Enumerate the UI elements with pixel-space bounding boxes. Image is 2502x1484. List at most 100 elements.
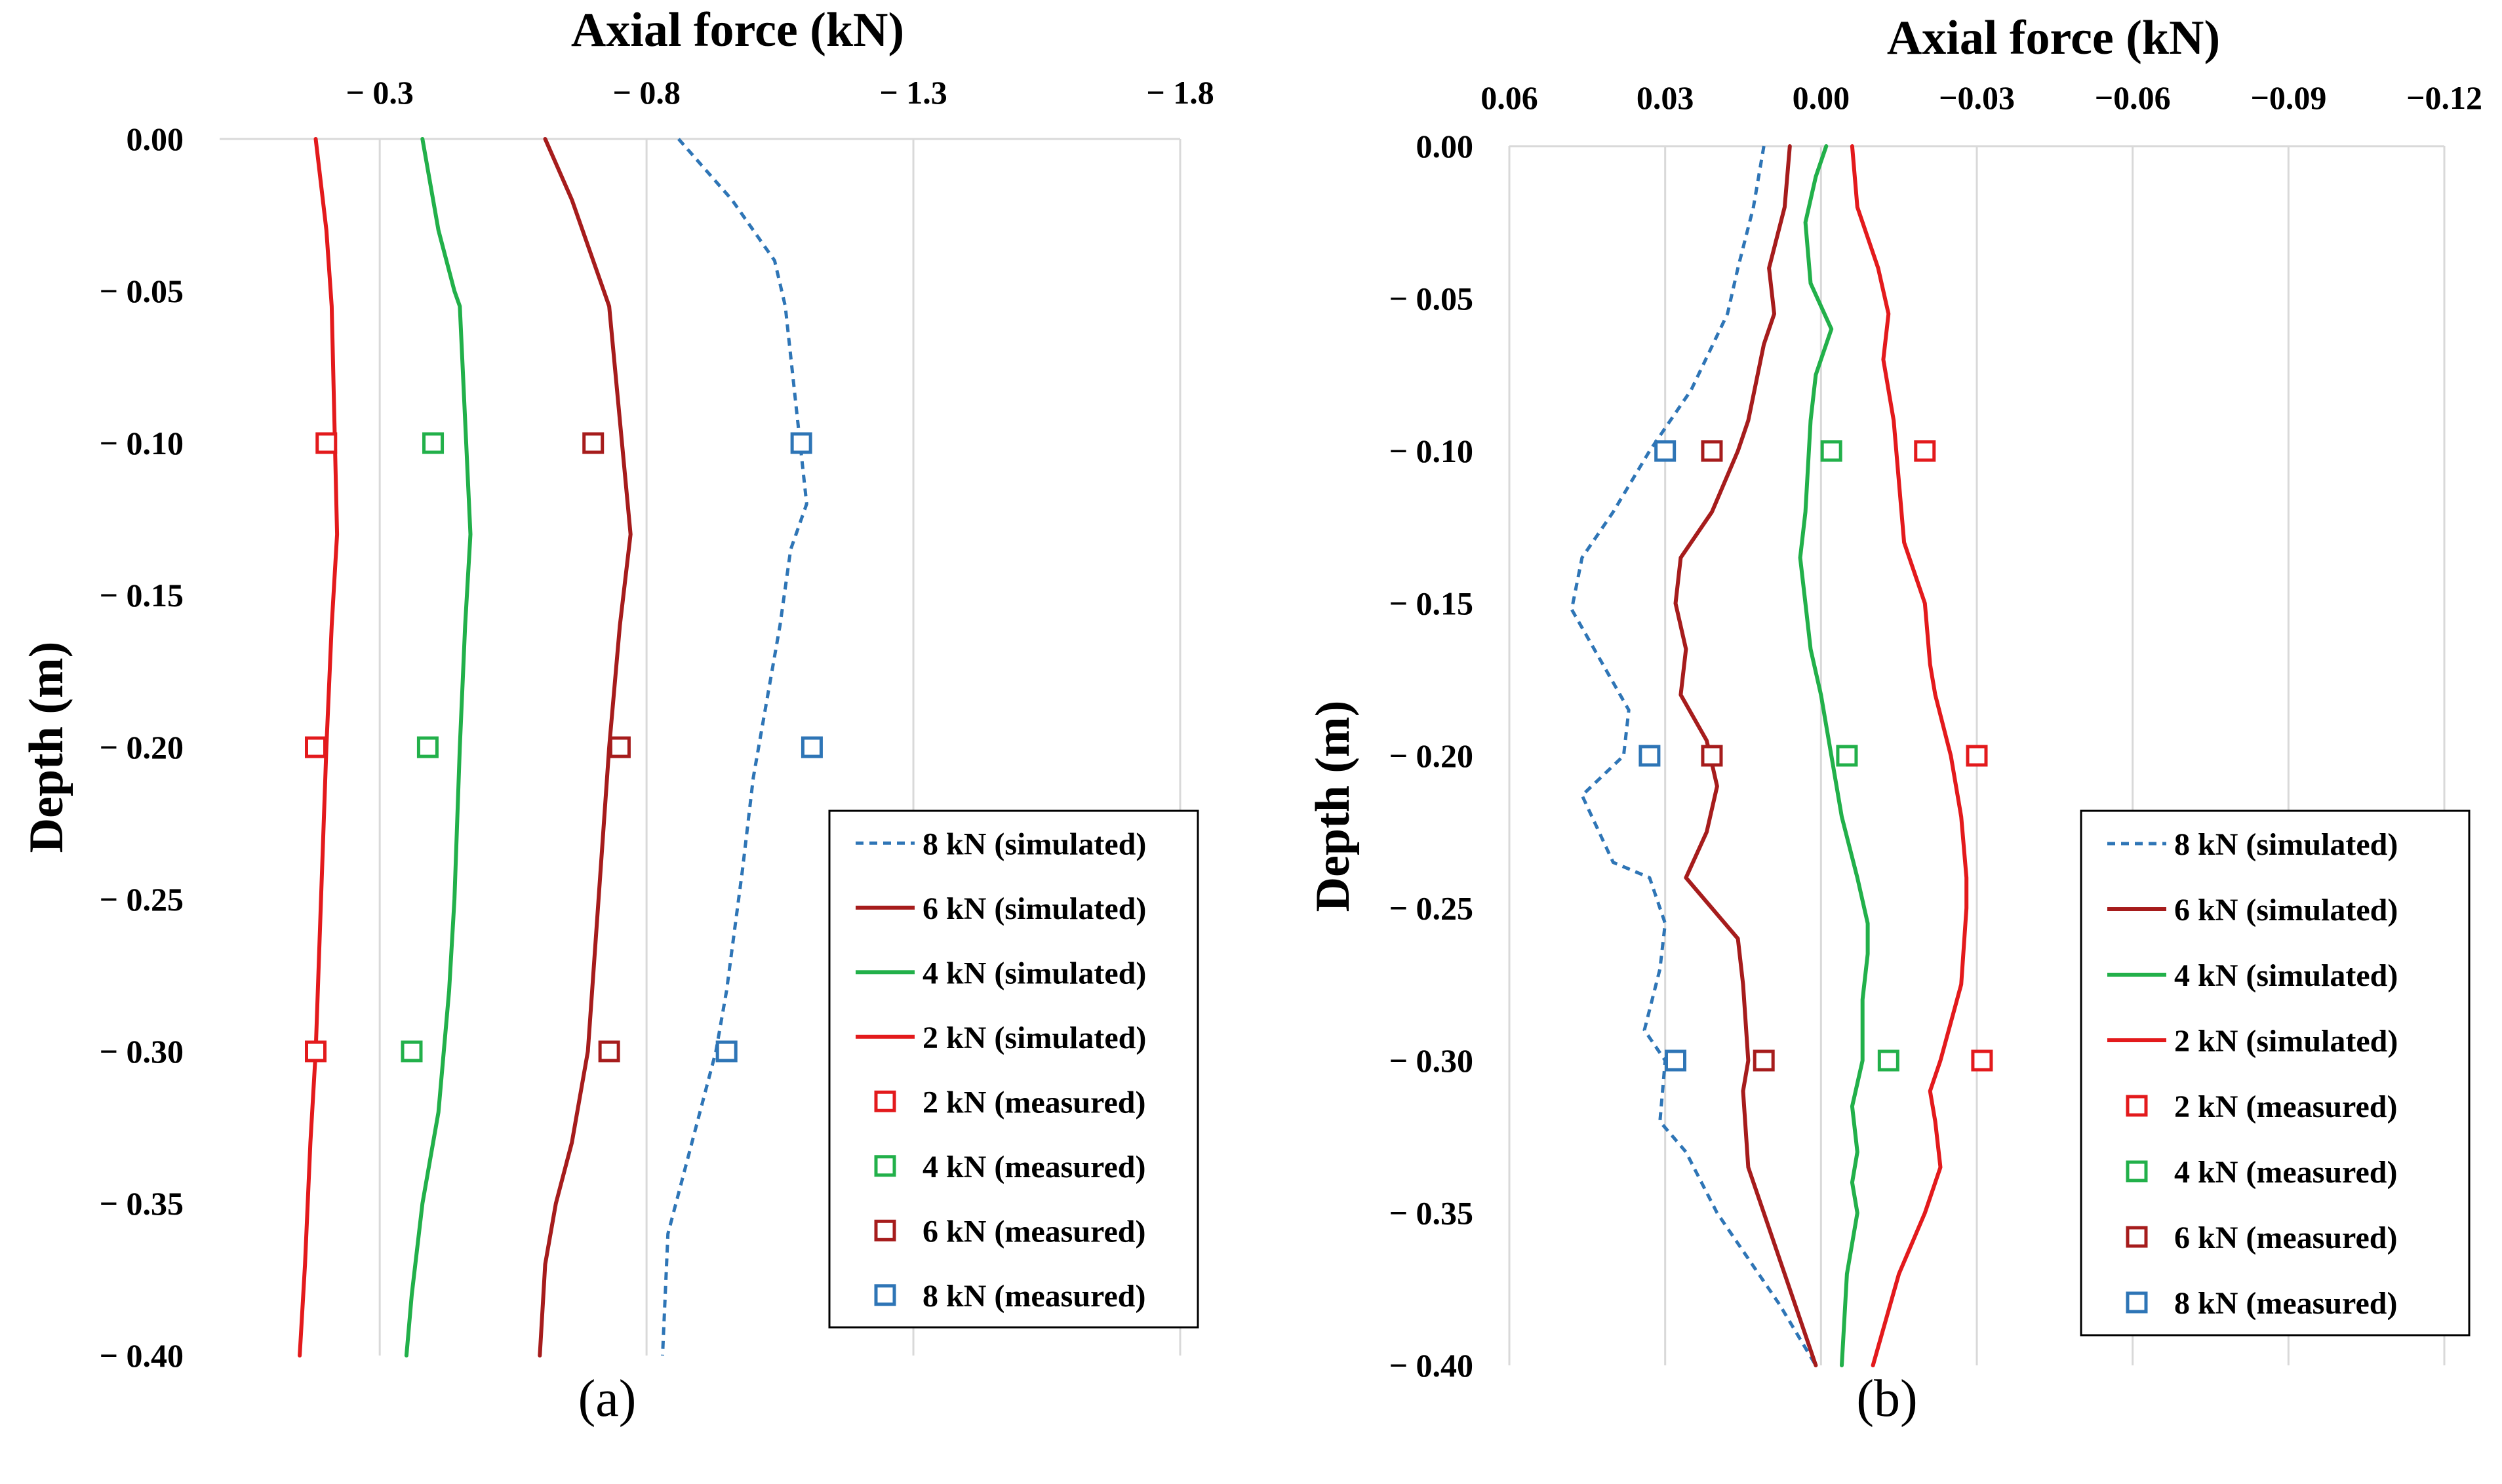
legend-label: 8 kN (simulated) [2174,827,2398,862]
measured-point [305,736,327,758]
measured-point [1753,1049,1775,1072]
panel-b-xticks: 0.06 0.03 0.00 −0.03 −0.06 −0.09 −0.12 [1480,79,2482,116]
legend-label: 6 kN (measured) [923,1214,1145,1249]
y-tick-label: − 0.35 [100,1185,184,1222]
panel-b-x-title: Axial force (kN) [1887,11,2220,65]
panel-b: 0.06 0.03 0.00 −0.03 −0.06 −0.09 −0.12 0.00 − 0… [1306,11,2482,1428]
measured-point [305,1040,327,1063]
legend-marker-swatch [874,1090,896,1112]
y-tick-label: − 0.25 [100,881,184,918]
measured-point [1966,745,1988,767]
measured-point [401,1040,423,1063]
y-tick-label: − 0.40 [100,1337,184,1374]
legend-label: 2 kN (measured) [2174,1089,2397,1124]
legend-label: 8 kN (simulated) [923,827,1146,861]
legend-label: 6 kN (simulated) [923,891,1146,926]
legend-marker-swatch [2126,1095,2148,1117]
legend-label: 4 kN (simulated) [2174,958,2398,993]
x-tick-label: 0.06 [1480,79,1538,116]
y-tick-label: − 0.25 [1389,890,1474,927]
y-tick-label: − 0.15 [1389,585,1474,622]
legend-label: 4 kN (measured) [2174,1155,2397,1190]
panel-a-label: (a) [578,1370,637,1428]
y-tick-label: 0.00 [127,121,184,157]
x-tick-label: − 1.8 [1146,74,1214,111]
y-tick-label: − 0.10 [100,425,184,461]
y-tick-label: − 0.30 [100,1033,184,1070]
legend-label: 6 kN (measured) [2174,1220,2397,1255]
measured-point [582,432,605,454]
panel-b-yticks: 0.00 − 0.05 − 0.10 − 0.15 − 0.20 − 0.25 − 0.30… [1389,128,1474,1384]
measured-point [315,432,338,454]
panel-a-yticks: 0.00 − 0.05 − 0.10 − 0.15 − 0.20 − 0.25 − 0.30… [100,121,184,1374]
legend-label: 2 kN (simulated) [2174,1024,2398,1059]
x-tick-label: −0.06 [2095,79,2171,116]
measured-point [715,1040,738,1063]
measured-point [1820,440,1842,462]
legend-label: 6 kN (simulated) [2174,893,2398,928]
x-tick-label: −0.09 [2250,79,2326,116]
panel-a-x-title: Axial force (kN) [571,3,904,57]
y-tick-label: − 0.05 [100,273,184,309]
measured-point [1701,745,1723,767]
legend-marker-swatch [874,1284,896,1306]
y-tick-label: − 0.05 [1389,281,1474,317]
measured-point [1914,440,1936,462]
measured-point [1877,1049,1899,1072]
y-tick-label: − 0.15 [100,577,184,614]
x-tick-label: − 0.8 [612,74,681,111]
y-tick-label: − 0.40 [1389,1347,1474,1384]
measured-point [1665,1049,1687,1072]
legend-marker-swatch [2126,1226,2148,1248]
y-tick-label: − 0.10 [1389,433,1474,469]
measured-point [422,432,445,454]
measured-point [1638,745,1661,767]
panel-a-xticks: − 0.3 − 0.8 − 1.3 − 1.8 [346,74,1214,111]
y-tick-label: − 0.30 [1389,1042,1474,1079]
series-line [1673,144,1818,1367]
measured-point [790,432,812,454]
series-line [1850,144,1969,1367]
x-tick-label: −0.12 [2406,79,2482,116]
measured-point [801,736,823,758]
x-tick-label: 0.03 [1637,79,1694,116]
y-tick-label: − 0.20 [1389,737,1474,774]
legend-marker-swatch [2126,1160,2148,1182]
panel-b-markers [1638,440,1993,1072]
y-tick-label: − 0.35 [1389,1195,1474,1232]
legend-label: 2 kN (simulated) [923,1021,1146,1055]
legend-label: 4 kN (simulated) [923,956,1146,990]
panel-a-y-title: Depth (m) [20,642,73,853]
measured-point [416,736,439,758]
panel-a-legend: 8 kN (simulated) 6 kN (simulated) 4 kN (si… [828,810,1199,1329]
legend-box [828,810,1199,1329]
x-tick-label: − 1.3 [879,74,947,111]
panel-b-y-title: Depth (m) [1306,701,1360,912]
measured-point [1836,745,1858,767]
panel-b-series [1570,144,1969,1367]
y-tick-label: 0.00 [1416,128,1474,165]
legend-label: 8 kN (measured) [2174,1286,2397,1321]
legend-box [2080,810,2471,1337]
measured-point [1971,1049,1993,1072]
panel-a: − 0.3 − 0.8 − 1.3 − 1.8 0.00 − 0.05 − 0.10 − 0… [20,3,1214,1428]
series-line [1570,146,1817,1367]
measured-point [1701,440,1723,462]
measured-point [1654,440,1677,462]
panel-b-legend: 8 kN (simulated) 6 kN (simulated) 4 kN (si… [2080,810,2471,1337]
series-line [404,137,473,1357]
x-tick-label: 0.00 [1793,79,1850,116]
y-tick-label: − 0.20 [100,729,184,766]
legend-label: 4 kN (measured) [923,1150,1145,1184]
legend-marker-swatch [874,1155,896,1177]
panel-a-markers [305,432,823,1063]
measured-point [598,1040,620,1063]
panel-b-label: (b) [1856,1370,1917,1428]
measured-point [608,736,631,758]
legend-label: 8 kN (measured) [923,1279,1145,1314]
x-tick-label: −0.03 [1939,79,2015,116]
series-line [661,138,808,1356]
x-tick-label: − 0.3 [346,74,414,111]
legend-label: 2 kN (measured) [923,1085,1145,1120]
